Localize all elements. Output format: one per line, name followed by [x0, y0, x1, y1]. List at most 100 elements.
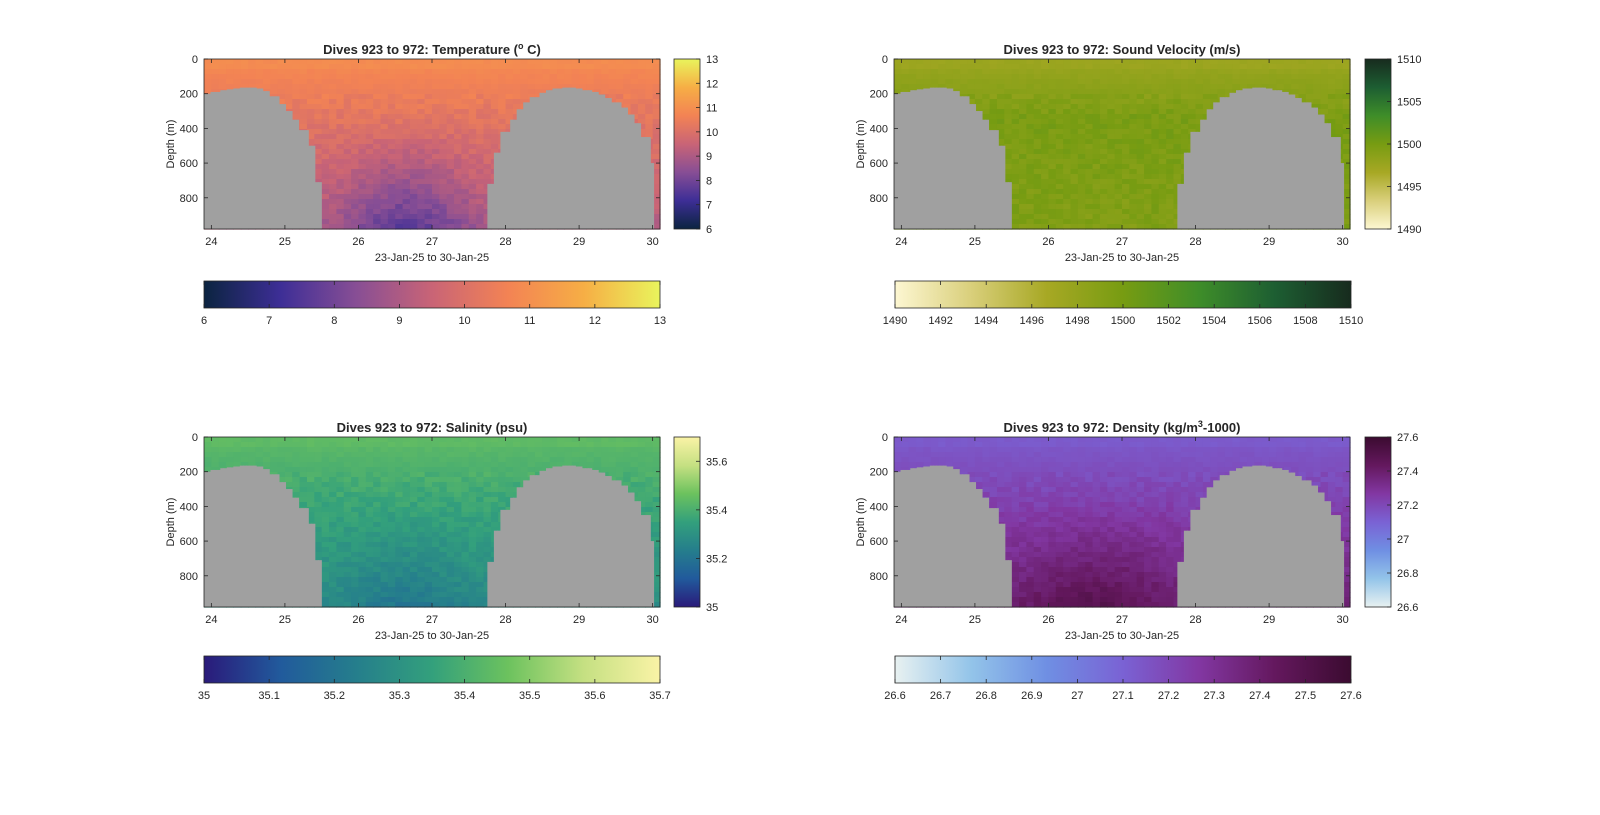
heatmap-cell — [1048, 124, 1057, 130]
terrain-column — [1304, 102, 1309, 229]
heatmap-cell — [395, 144, 404, 150]
heatmap-cell — [615, 74, 624, 80]
heatmap-cell — [365, 219, 374, 225]
heatmap-cell — [1195, 99, 1204, 105]
heatmap-cell — [645, 84, 654, 90]
heatmap-cell — [218, 457, 227, 463]
heatmap-cell — [1342, 79, 1351, 85]
heatmap-cell — [974, 69, 983, 75]
terrain-column — [217, 91, 221, 230]
heatmap-cell — [424, 89, 433, 95]
heatmap-cell — [483, 59, 492, 65]
heatmap-cell — [424, 99, 433, 105]
heatmap-cell — [380, 149, 389, 155]
heatmap-cell — [358, 109, 367, 115]
heatmap-cell — [1004, 129, 1013, 135]
heatmap-cell — [1011, 94, 1020, 100]
terrain-column — [1310, 107, 1315, 229]
heatmap-cell — [1158, 79, 1167, 85]
heatmap-cell — [351, 179, 360, 185]
heatmap-cell — [336, 134, 345, 140]
heatmap-cell — [652, 169, 661, 175]
heatmap-cell — [358, 114, 367, 120]
heatmap-cell — [1063, 84, 1072, 90]
heatmap-cell — [432, 164, 440, 170]
heatmap-cell — [1011, 174, 1020, 180]
x-tick-label: 25 — [969, 236, 981, 248]
heatmap-cell — [292, 109, 301, 115]
heatmap-cell — [1151, 59, 1160, 65]
heatmap-cell — [1033, 209, 1042, 215]
heatmap-cell — [461, 214, 470, 220]
heatmap-cell — [608, 74, 617, 80]
heatmap-cell — [1327, 89, 1336, 95]
heatmap-cell — [652, 209, 661, 215]
heatmap-cell — [218, 64, 227, 70]
heatmap-cell — [277, 84, 286, 90]
heatmap-cell — [637, 119, 646, 125]
terrain-column — [288, 111, 293, 229]
heatmap-cell — [424, 204, 433, 210]
heatmap-cell — [218, 462, 227, 468]
heatmap-cell — [1026, 89, 1035, 95]
heatmap-cell — [277, 99, 286, 105]
heatmap-cell — [321, 209, 330, 215]
heatmap-cell — [1085, 169, 1094, 175]
heatmap-cell — [336, 119, 345, 125]
heatmap-cell — [380, 184, 389, 190]
heatmap-cell — [1055, 89, 1064, 95]
heatmap-cell — [343, 179, 352, 185]
heatmap-cell — [1342, 114, 1351, 120]
heatmap-cell — [248, 447, 257, 453]
heatmap-cell — [1158, 189, 1167, 195]
heatmap-cell — [461, 149, 470, 155]
heatmap-cell — [1173, 124, 1182, 130]
heatmap-cell — [1085, 164, 1094, 170]
heatmap-cell — [1107, 79, 1116, 85]
heatmap-cell — [1085, 144, 1094, 150]
heatmap-cell — [534, 84, 543, 90]
heatmap-cell — [204, 442, 212, 448]
heatmap-cell — [901, 59, 910, 65]
heatmap-cell — [402, 64, 411, 70]
heatmap-cell — [432, 224, 440, 230]
heatmap-cell — [1327, 84, 1336, 90]
heatmap-cell — [930, 64, 939, 70]
heatmap-cell — [380, 169, 389, 175]
heatmap-cell — [226, 447, 235, 453]
heatmap-cell — [601, 59, 610, 65]
heatmap-cell — [248, 59, 257, 65]
heatmap-cell — [1144, 189, 1153, 195]
heatmap-cell — [314, 59, 323, 65]
heatmap-cell — [424, 149, 433, 155]
heatmap-cell — [1342, 159, 1351, 165]
heatmap-cell — [314, 144, 323, 150]
terrain-column — [519, 109, 524, 229]
heatmap-cell — [270, 84, 279, 90]
heatmap-cell — [1151, 74, 1160, 80]
heatmap-cell — [1085, 119, 1094, 125]
heatmap-cell — [527, 94, 536, 100]
heatmap-cell — [1166, 94, 1175, 100]
heatmap-cell — [1129, 174, 1138, 180]
heatmap-cell — [211, 442, 220, 448]
heatmap-cell — [343, 79, 352, 85]
heatmap-cell — [652, 59, 661, 65]
heatmap-cell — [1004, 79, 1013, 85]
heatmap-cell — [329, 129, 337, 135]
heatmap-cell — [417, 94, 426, 100]
heatmap-cell — [1026, 159, 1035, 165]
heatmap-cell — [586, 84, 595, 90]
heatmap-cell — [409, 169, 418, 175]
heatmap-cell — [321, 134, 330, 140]
heatmap-cell — [1004, 69, 1013, 75]
heatmap-cell — [652, 184, 661, 190]
heatmap-cell — [1033, 154, 1042, 160]
heatmap-cell — [1019, 59, 1027, 65]
heatmap-cell — [1048, 104, 1057, 110]
heatmap-cell — [1107, 194, 1116, 200]
heatmap-cell — [1085, 139, 1094, 145]
heatmap-cell — [1283, 74, 1292, 80]
heatmap-cell — [1048, 224, 1057, 230]
heatmap-cell — [284, 84, 293, 90]
